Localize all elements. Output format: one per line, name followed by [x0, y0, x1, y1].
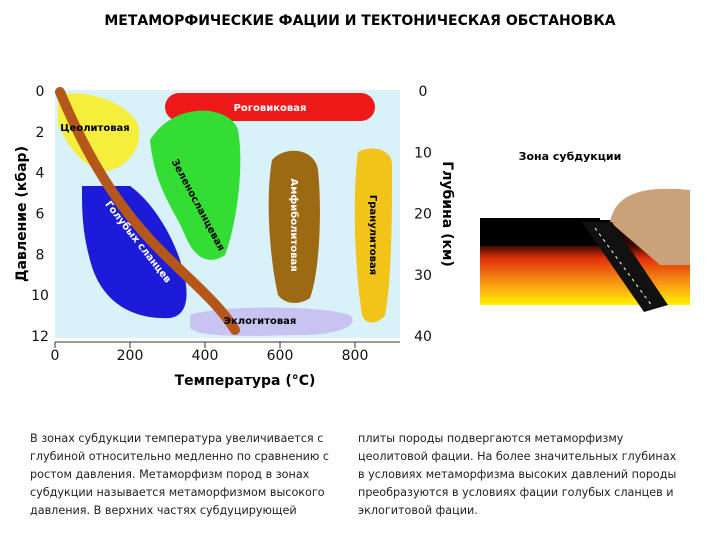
right-tick-label: 20: [414, 207, 432, 223]
paragraph: В зонах субдукции температура увеличивае…: [30, 432, 330, 517]
subduction-inset: Зона субдукции: [480, 150, 690, 312]
bottom-tick-label: 0: [51, 348, 60, 364]
left-tick-label: 0: [36, 84, 45, 100]
facies-label: Цеолитовая: [60, 123, 129, 134]
slab: [582, 222, 668, 312]
left-tick-label: 10: [31, 288, 49, 304]
inset-title: Зона субдукции: [519, 150, 622, 163]
plate: [480, 218, 600, 246]
blueschist-field: [82, 186, 187, 319]
zeolite-field: [58, 93, 140, 171]
facies-label: Амфиболитовая: [288, 178, 300, 271]
left-tick-label: 6: [36, 207, 45, 223]
bottom-tick-label: 800: [342, 348, 369, 364]
continent: [610, 188, 690, 265]
right-tick-label: 10: [414, 145, 432, 161]
bottom-tick-label: 200: [117, 348, 144, 364]
title: МЕТАМОРФИЧЕСКИЕ ФАЦИИ И ТЕКТОНИЧЕСКАЯ ОБ…: [104, 13, 615, 29]
left-tick-label: 4: [36, 166, 45, 182]
bottom-tick-label: 600: [267, 348, 294, 364]
bottom-axis-label: Температура (°C): [175, 373, 316, 389]
slab-marks: [594, 227, 653, 307]
right-tick-label: 40: [414, 329, 432, 345]
bottom-tick-label: 400: [192, 348, 219, 364]
right-axis-label: Глубина (км): [439, 161, 455, 267]
left-tick-label: 8: [36, 247, 45, 263]
paragraph: плиты породы подвергаются метаморфизму ц…: [358, 432, 677, 517]
greenschist-field: [150, 110, 241, 260]
right-tick-label: 30: [414, 268, 432, 284]
right-tick-label: 0: [419, 84, 428, 100]
left-axis-label: Давление (кбар): [14, 146, 30, 282]
left-tick-label: 12: [31, 329, 49, 345]
left-tick-label: 2: [36, 125, 45, 141]
amphibolite-field: [268, 150, 320, 303]
subduction-path: [55, 87, 240, 335]
facies-label: Эклогитовая: [224, 316, 297, 327]
facies-label: Роговиковая: [234, 103, 307, 114]
facies-label: Гранулитовая: [367, 195, 378, 275]
granulite-field: [354, 148, 392, 323]
